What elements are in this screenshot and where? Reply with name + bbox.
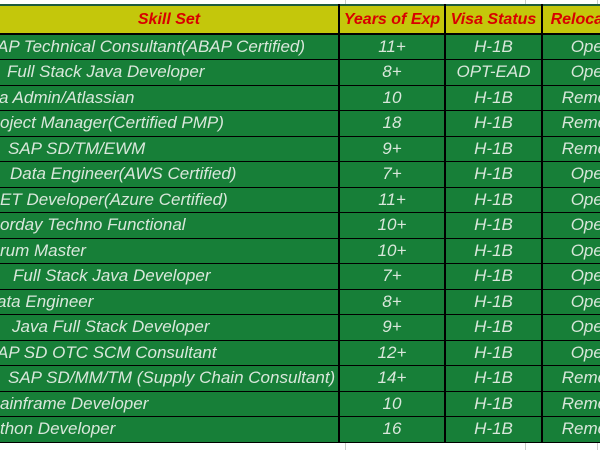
years-cell[interactable]: 8+ [338,59,446,86]
skill-cell[interactable]: AP SD OTC SCM Consultant [0,339,340,366]
visa-cell[interactable]: H-1B [444,212,543,239]
table-row: ainframe Developer 10 H-1B Remote [0,390,600,417]
visa-cell[interactable]: H-1B [444,365,543,392]
reloc-cell[interactable]: Open [541,161,600,188]
visa-cell[interactable]: H-1B [444,84,543,111]
table-row: a Admin/Atlassian 10 H-1B Remote [0,84,600,111]
skill-cell[interactable]: ET Developer(Azure Certified) [0,186,340,213]
years-cell[interactable]: 8+ [338,288,446,315]
skill-cell[interactable]: rum Master [0,237,340,264]
visa-cell[interactable]: H-1B [444,237,543,264]
visa-cell[interactable]: H-1B [444,314,543,341]
reloc-cell[interactable]: Open [541,339,600,366]
reloc-cell[interactable]: Remote [541,135,600,162]
reloc-cell[interactable]: Remote [541,416,600,443]
header-cell-relocation[interactable]: Relocation [541,4,600,35]
reloc-cell[interactable]: Open [541,33,600,60]
visa-cell[interactable]: H-1B [444,110,543,137]
gridline [597,0,598,4]
years-cell[interactable]: 9+ [338,135,446,162]
reloc-cell[interactable]: Open [541,314,600,341]
sheet-background-bottom [0,442,600,450]
table-row: oject Manager(Certified PMP) 18 H-1B Rem… [0,110,600,137]
years-cell[interactable]: 14+ [338,365,446,392]
visa-cell[interactable]: H-1B [444,33,543,60]
reloc-cell[interactable]: Open [541,288,600,315]
visa-cell[interactable]: H-1B [444,390,543,417]
table-row: SAP SD/MM/TM (Supply Chain Consultant) 1… [0,365,600,392]
years-cell[interactable]: 10 [338,390,446,417]
years-cell[interactable]: 7+ [338,161,446,188]
sheet-background-top [0,0,600,4]
skill-cell[interactable]: ata Engineer [0,288,340,315]
gridline [345,442,346,450]
reloc-cell[interactable]: Remote [541,110,600,137]
visa-cell[interactable]: H-1B [444,186,543,213]
visa-cell[interactable]: H-1B [444,416,543,443]
reloc-cell[interactable]: Open [541,186,600,213]
visa-cell[interactable]: H-1B [444,263,543,290]
skill-cell[interactable]: SAP SD/MM/TM (Supply Chain Consultant) [0,365,340,392]
table-row: AP Technical Consultant(ABAP Certified) … [0,33,600,60]
visa-cell[interactable]: H-1B [444,339,543,366]
skill-cell[interactable]: Full Stack Java Developer [0,59,340,86]
skill-cell[interactable]: Data Engineer(AWS Certified) [0,161,340,188]
visa-cell[interactable]: H-1B [444,161,543,188]
table-row: Data Engineer(AWS Certified) 7+ H-1B Ope… [0,161,600,188]
visa-cell[interactable]: OPT-EAD [444,59,543,86]
years-cell[interactable]: 10+ [338,237,446,264]
years-cell[interactable]: 7+ [338,263,446,290]
skill-cell[interactable]: thon Developer [0,416,340,443]
reloc-cell[interactable]: Remote [541,365,600,392]
header-cell-years-of-exp[interactable]: Years of Exp [338,4,446,35]
skill-cell[interactable]: AP Technical Consultant(ABAP Certified) [0,33,340,60]
skill-cell[interactable]: Java Full Stack Developer [0,314,340,341]
table-row: thon Developer 16 H-1B Remote [0,416,600,443]
years-cell[interactable]: 11+ [338,186,446,213]
skill-cell[interactable]: oject Manager(Certified PMP) [0,110,340,137]
reloc-cell[interactable]: Remote [541,84,600,111]
table-row: Full Stack Java Developer 7+ H-1B Open [0,263,600,290]
table-row: SAP SD/TM/EWM 9+ H-1B Remote [0,135,600,162]
years-cell[interactable]: 10+ [338,212,446,239]
gridline [597,442,598,450]
skill-cell[interactable]: a Admin/Atlassian [0,84,340,111]
hotlist-table: Skill Set Years of Exp Visa Status Reloc… [0,4,600,443]
table-row: orday Techno Functional 10+ H-1B Open [0,212,600,239]
reloc-cell[interactable]: Open [541,263,600,290]
table-row: rum Master 10+ H-1B Open [0,237,600,264]
table-row: Full Stack Java Developer 8+ OPT-EAD Ope… [0,59,600,86]
header-cell-visa-status[interactable]: Visa Status [444,4,543,35]
years-cell[interactable]: 12+ [338,339,446,366]
gridline [525,442,526,450]
reloc-cell[interactable]: Open [541,237,600,264]
reloc-cell[interactable]: Open [541,212,600,239]
table-row: ata Engineer 8+ H-1B Open [0,288,600,315]
years-cell[interactable]: 11+ [338,33,446,60]
visa-cell[interactable]: H-1B [444,288,543,315]
table-row: ET Developer(Azure Certified) 11+ H-1B O… [0,186,600,213]
visa-cell[interactable]: H-1B [444,135,543,162]
years-cell[interactable]: 16 [338,416,446,443]
gridline [525,0,526,4]
years-cell[interactable]: 9+ [338,314,446,341]
skill-cell[interactable]: ainframe Developer [0,390,340,417]
years-cell[interactable]: 18 [338,110,446,137]
skill-cell[interactable]: Full Stack Java Developer [0,263,340,290]
reloc-cell[interactable]: Open [541,59,600,86]
skill-cell[interactable]: SAP SD/TM/EWM [0,135,340,162]
years-cell[interactable]: 10 [338,84,446,111]
header-row: Skill Set Years of Exp Visa Status Reloc… [0,4,600,35]
table-row: Java Full Stack Developer 9+ H-1B Open [0,314,600,341]
header-cell-skill-set[interactable]: Skill Set [0,4,340,35]
gridline [345,0,346,4]
skill-cell[interactable]: orday Techno Functional [0,212,340,239]
reloc-cell[interactable]: Remote [541,390,600,417]
table-row: AP SD OTC SCM Consultant 12+ H-1B Open [0,339,600,366]
